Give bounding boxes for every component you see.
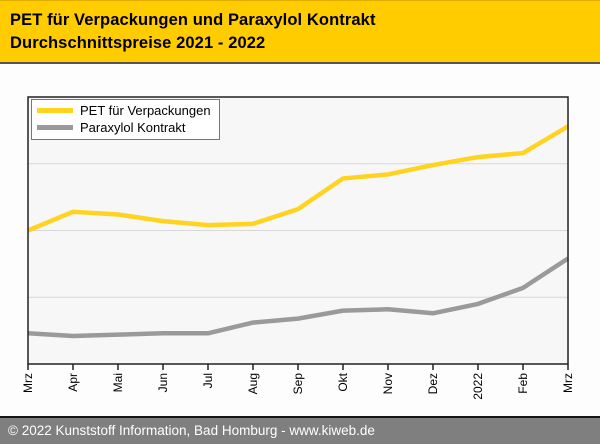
x-axis-label: Apr bbox=[66, 373, 80, 392]
x-axis-label: Aug bbox=[246, 373, 260, 394]
series-line-0 bbox=[27, 124, 570, 233]
x-axis-label: Sep bbox=[291, 373, 305, 395]
legend-item-pet: PET für Verpackungen bbox=[32, 102, 219, 119]
legend-item-paraxylol: Paraxylol Kontrakt bbox=[32, 119, 219, 136]
legend-label-pet: PET für Verpackungen bbox=[80, 103, 211, 118]
x-axis-label: Feb bbox=[516, 373, 530, 394]
x-axis-label: Jul bbox=[201, 373, 215, 388]
paraxylol-line-swatch bbox=[37, 125, 73, 130]
legend-label-paraxylol: Paraxylol Kontrakt bbox=[80, 120, 186, 135]
legend: PET für Verpackungen Paraxylol Kontrakt bbox=[31, 99, 220, 140]
footer-bar: © 2022 Kunststoff Information, Bad Hombu… bbox=[0, 416, 600, 444]
x-axis-label: Jun bbox=[156, 373, 170, 392]
x-axis-label: Mrz bbox=[21, 373, 35, 393]
x-axis-label: Mrz bbox=[561, 373, 575, 393]
x-axis-label: Nov bbox=[381, 373, 395, 394]
x-axis-label: Mai bbox=[111, 373, 125, 392]
pet-line-swatch bbox=[37, 108, 73, 113]
line-chart: Mrz Apr Mai Jun Jul Aug Sep Okt Nov Dez 2022 Feb Mrz bbox=[21, 96, 575, 400]
chart-title-line1: PET für Verpackungen und Paraxylol Kontr… bbox=[10, 11, 376, 29]
series-line-1 bbox=[27, 256, 570, 339]
x-axis-label: Okt bbox=[336, 372, 350, 391]
chart-title-line2: Durchschnittspreise 2021 - 2022 bbox=[10, 34, 266, 52]
x-axis-label: Dez bbox=[426, 373, 440, 394]
chart-body: Mrz Apr Mai Jun Jul Aug Sep Okt Nov Dez 2022 Feb Mrz… bbox=[0, 66, 600, 416]
footer-copyright: © 2022 Kunststoff Information, Bad Hombu… bbox=[8, 423, 375, 438]
chart-header: PET für Verpackungen und Paraxylol Kontr… bbox=[0, 0, 600, 64]
x-axis-label: 2022 bbox=[471, 373, 485, 400]
